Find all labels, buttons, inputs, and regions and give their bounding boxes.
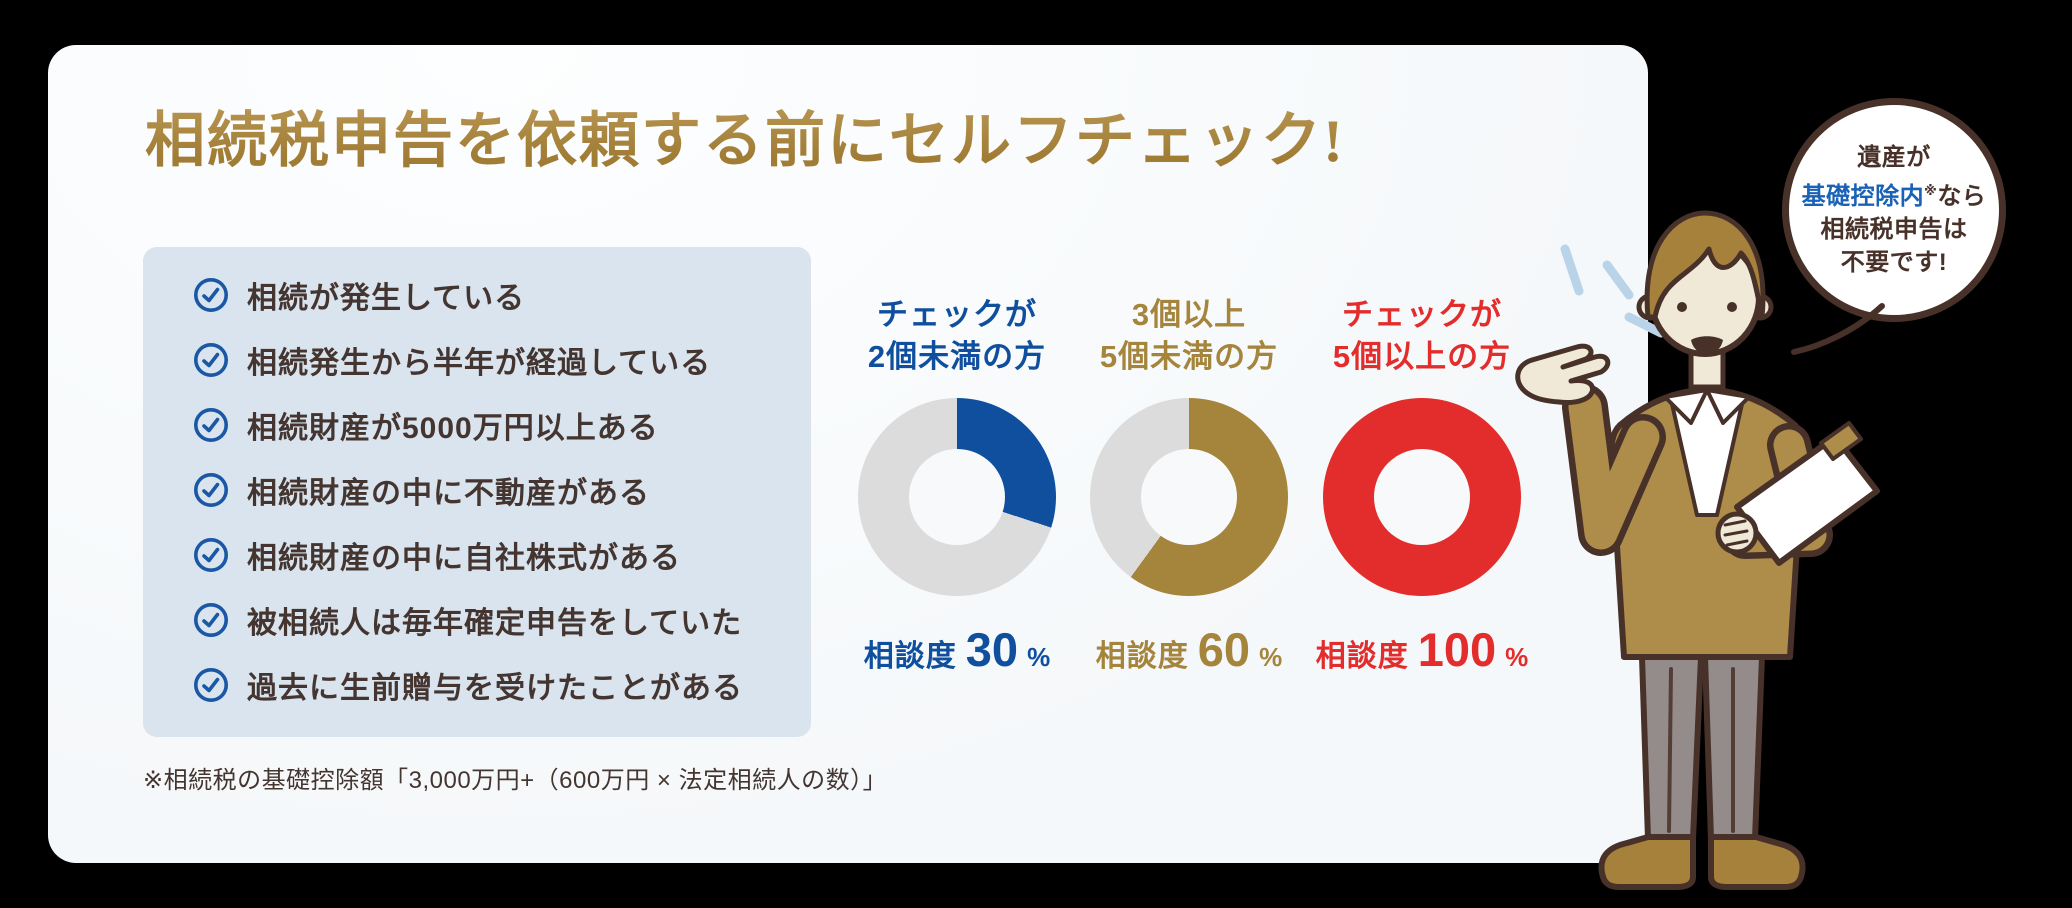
chart-header: チェックが 5個以上の方 — [1316, 294, 1528, 378]
check-circle-icon — [193, 472, 229, 508]
check-circle-icon — [193, 342, 229, 378]
raised-hand — [1515, 343, 1611, 405]
check-circle-icon — [193, 537, 229, 573]
hair — [1644, 210, 1766, 320]
chart-header-line2: 5個以上の方 — [1332, 339, 1512, 374]
shirt-collar — [1663, 388, 1751, 425]
shoes — [1598, 834, 1806, 890]
chart-header: 3個以上 5個未満の方 — [1083, 294, 1295, 378]
eyes — [1677, 302, 1737, 312]
clipboard — [1734, 421, 1880, 566]
advisor-illustration — [1515, 210, 1880, 890]
check-circle-icon — [193, 602, 229, 638]
note-mark: ※ — [1924, 183, 1938, 198]
bubble-line: 不要です! — [1840, 249, 1948, 276]
check-circle-icon — [193, 407, 229, 443]
emphasis-marks-icon — [1560, 244, 1666, 338]
consultation-level-label: 相談度 60% — [1095, 623, 1283, 676]
highlighted-term: 基礎控除内 — [1801, 183, 1925, 210]
checklist-item: 相続財産の中に不動産がある — [193, 468, 787, 512]
bubble-line: 基礎控除内※なら — [1801, 183, 1987, 210]
page-title: 相続税申告を依頼する前にセルフチェック! — [145, 92, 1345, 179]
checklist-item: 相続が発生している — [193, 273, 787, 317]
checklist-item: 過去に生前贈与を受けたことがある — [193, 663, 787, 707]
chart-under-2-checks: チェックが 2個未満の方 相談度 30% — [851, 294, 1063, 677]
checklist-item-text: 相続財産の中に不動産がある — [247, 477, 650, 510]
chart-header-line2: 2個未満の方 — [867, 339, 1047, 374]
holding-hand — [1715, 511, 1759, 555]
checklist-item-text: 相続が発生している — [247, 282, 526, 315]
checklist-item: 相続財産が5000万円以上ある — [193, 403, 787, 447]
checklist-item: 相続発生から半年が経過している — [193, 338, 787, 382]
checklist-item-text: 相続財産の中に自社株式がある — [247, 542, 681, 575]
chart-header-line2: 5個未満の方 — [1099, 339, 1279, 374]
chart-header: チェックが 2個未満の方 — [851, 294, 1063, 378]
checklist-item: 被相続人は毎年確定申告をしていた — [193, 598, 787, 642]
checklist-item-text: 過去に生前贈与を受けたことがある — [247, 672, 743, 705]
chart-header-line1: チェックが — [1342, 297, 1502, 332]
check-circle-icon — [193, 277, 229, 313]
chart-header-line1: 3個以上 — [1131, 297, 1247, 332]
consultation-level-label: 相談度 100% — [1315, 623, 1529, 676]
pants-creases — [1667, 667, 1735, 833]
chart-header-line1: チェックが — [877, 297, 1037, 332]
donut-chart-60 — [1090, 398, 1288, 596]
pants — [1639, 654, 1765, 842]
checklist-panel: 相続が発生している 相続発生から半年が経過している 相続財産が5000万円以上あ… — [143, 247, 811, 737]
checklist-item-text: 相続発生から半年が経過している — [247, 347, 712, 380]
bubble-line: 遺産が — [1857, 144, 1931, 171]
bubble-line: 相続税申告は — [1820, 216, 1968, 243]
donut-chart-30 — [858, 398, 1056, 596]
raised-arm — [1562, 384, 1666, 556]
checklist-item-text: 被相続人は毎年確定申告をしていた — [247, 607, 743, 640]
donut-chart-100 — [1323, 398, 1521, 596]
basic-deduction-footnote: ※相続税の基礎控除額「3,000万円+（600万円 × 法定相続人の数）」 — [143, 767, 888, 794]
chart-over-5-checks: チェックが 5個以上の方 相談度 100% — [1315, 294, 1529, 677]
mouth — [1691, 336, 1723, 355]
check-circle-icon — [193, 667, 229, 703]
checklist-item: 相続財産の中に自社株式がある — [193, 533, 787, 577]
consultation-level-label: 相談度 30% — [863, 623, 1051, 676]
checklist-item-text: 相続財産が5000万円以上ある — [247, 412, 659, 445]
speech-bubble: 遺産が 基礎控除内※なら 相続税申告は 不要です! — [1782, 98, 2006, 322]
chart-3-to-4-checks: 3個以上 5個未満の方 相談度 60% — [1083, 294, 1295, 677]
speech-bubble-tail — [1791, 303, 1885, 355]
